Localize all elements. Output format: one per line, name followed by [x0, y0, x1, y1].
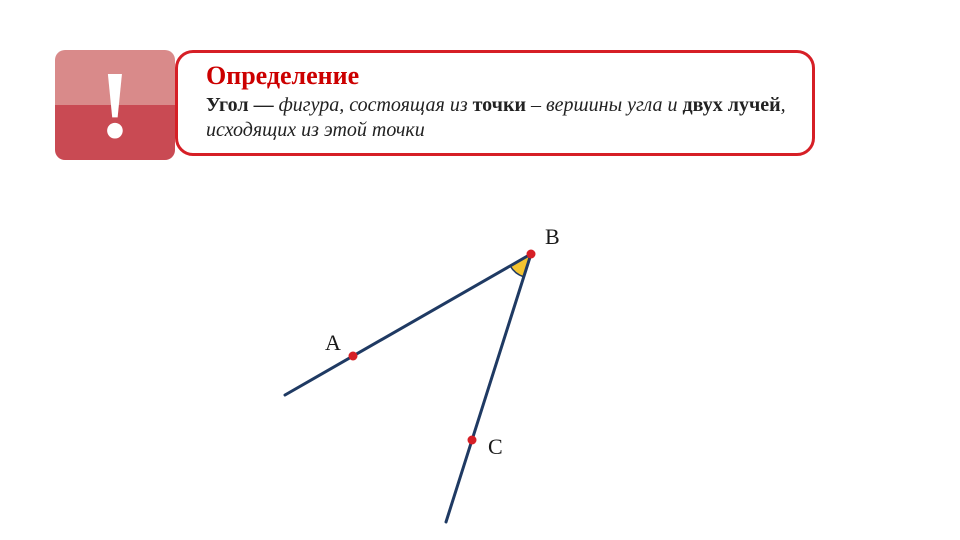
angle-marker: [510, 254, 531, 277]
callout-box: Определение Угол — фигура, состоящая из …: [175, 50, 815, 156]
callout-body-segment: точки: [473, 94, 526, 116]
ray-2: [446, 254, 531, 522]
callout-body-segment: – вершины угла и: [526, 94, 683, 116]
point-A: [349, 352, 358, 361]
point-B: [527, 250, 536, 259]
callout-body-segment: двух лучей: [683, 94, 781, 116]
ray-1: [285, 254, 531, 395]
callout-body: Угол — фигура, состоящая из точки – верш…: [206, 93, 792, 143]
point-label-B: B: [545, 224, 560, 250]
callout-body-segment: фигура, состоящая из: [279, 94, 473, 116]
callout-body-segment: Угол —: [206, 94, 279, 116]
callout-badge: !: [55, 50, 175, 160]
point-label-A: A: [325, 330, 341, 356]
exclamation-icon: !: [55, 50, 175, 160]
point-C: [468, 436, 477, 445]
point-label-C: C: [488, 434, 503, 460]
definition-callout: Определение Угол — фигура, состоящая из …: [55, 50, 815, 160]
callout-title: Определение: [206, 61, 792, 91]
